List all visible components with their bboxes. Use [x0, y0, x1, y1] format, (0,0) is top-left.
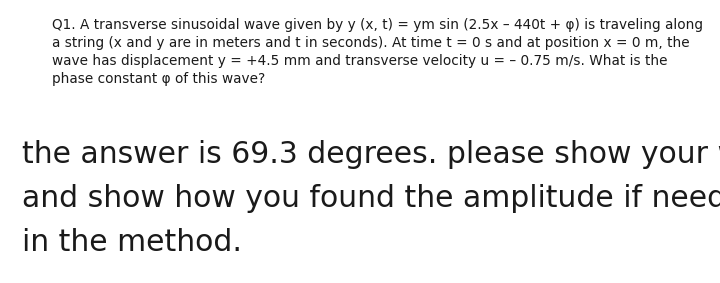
Text: and show how you found the amplitude if needed: and show how you found the amplitude if …	[22, 184, 720, 213]
Text: Q1. A transverse sinusoidal wave given by y (x, t) = ym sin (2.5x – 440t + φ) is: Q1. A transverse sinusoidal wave given b…	[52, 18, 703, 32]
Text: a string (x and y are in meters and t in seconds). At time t = 0 s and at positi: a string (x and y are in meters and t in…	[52, 36, 690, 50]
Text: wave has displacement y = +4.5 mm and transverse velocity u = – 0.75 m/s. What i: wave has displacement y = +4.5 mm and tr…	[52, 54, 667, 68]
Text: phase constant φ of this wave?: phase constant φ of this wave?	[52, 72, 265, 86]
Text: in the method.: in the method.	[22, 228, 242, 257]
Text: the answer is 69.3 degrees. please show your work: the answer is 69.3 degrees. please show …	[22, 140, 720, 169]
